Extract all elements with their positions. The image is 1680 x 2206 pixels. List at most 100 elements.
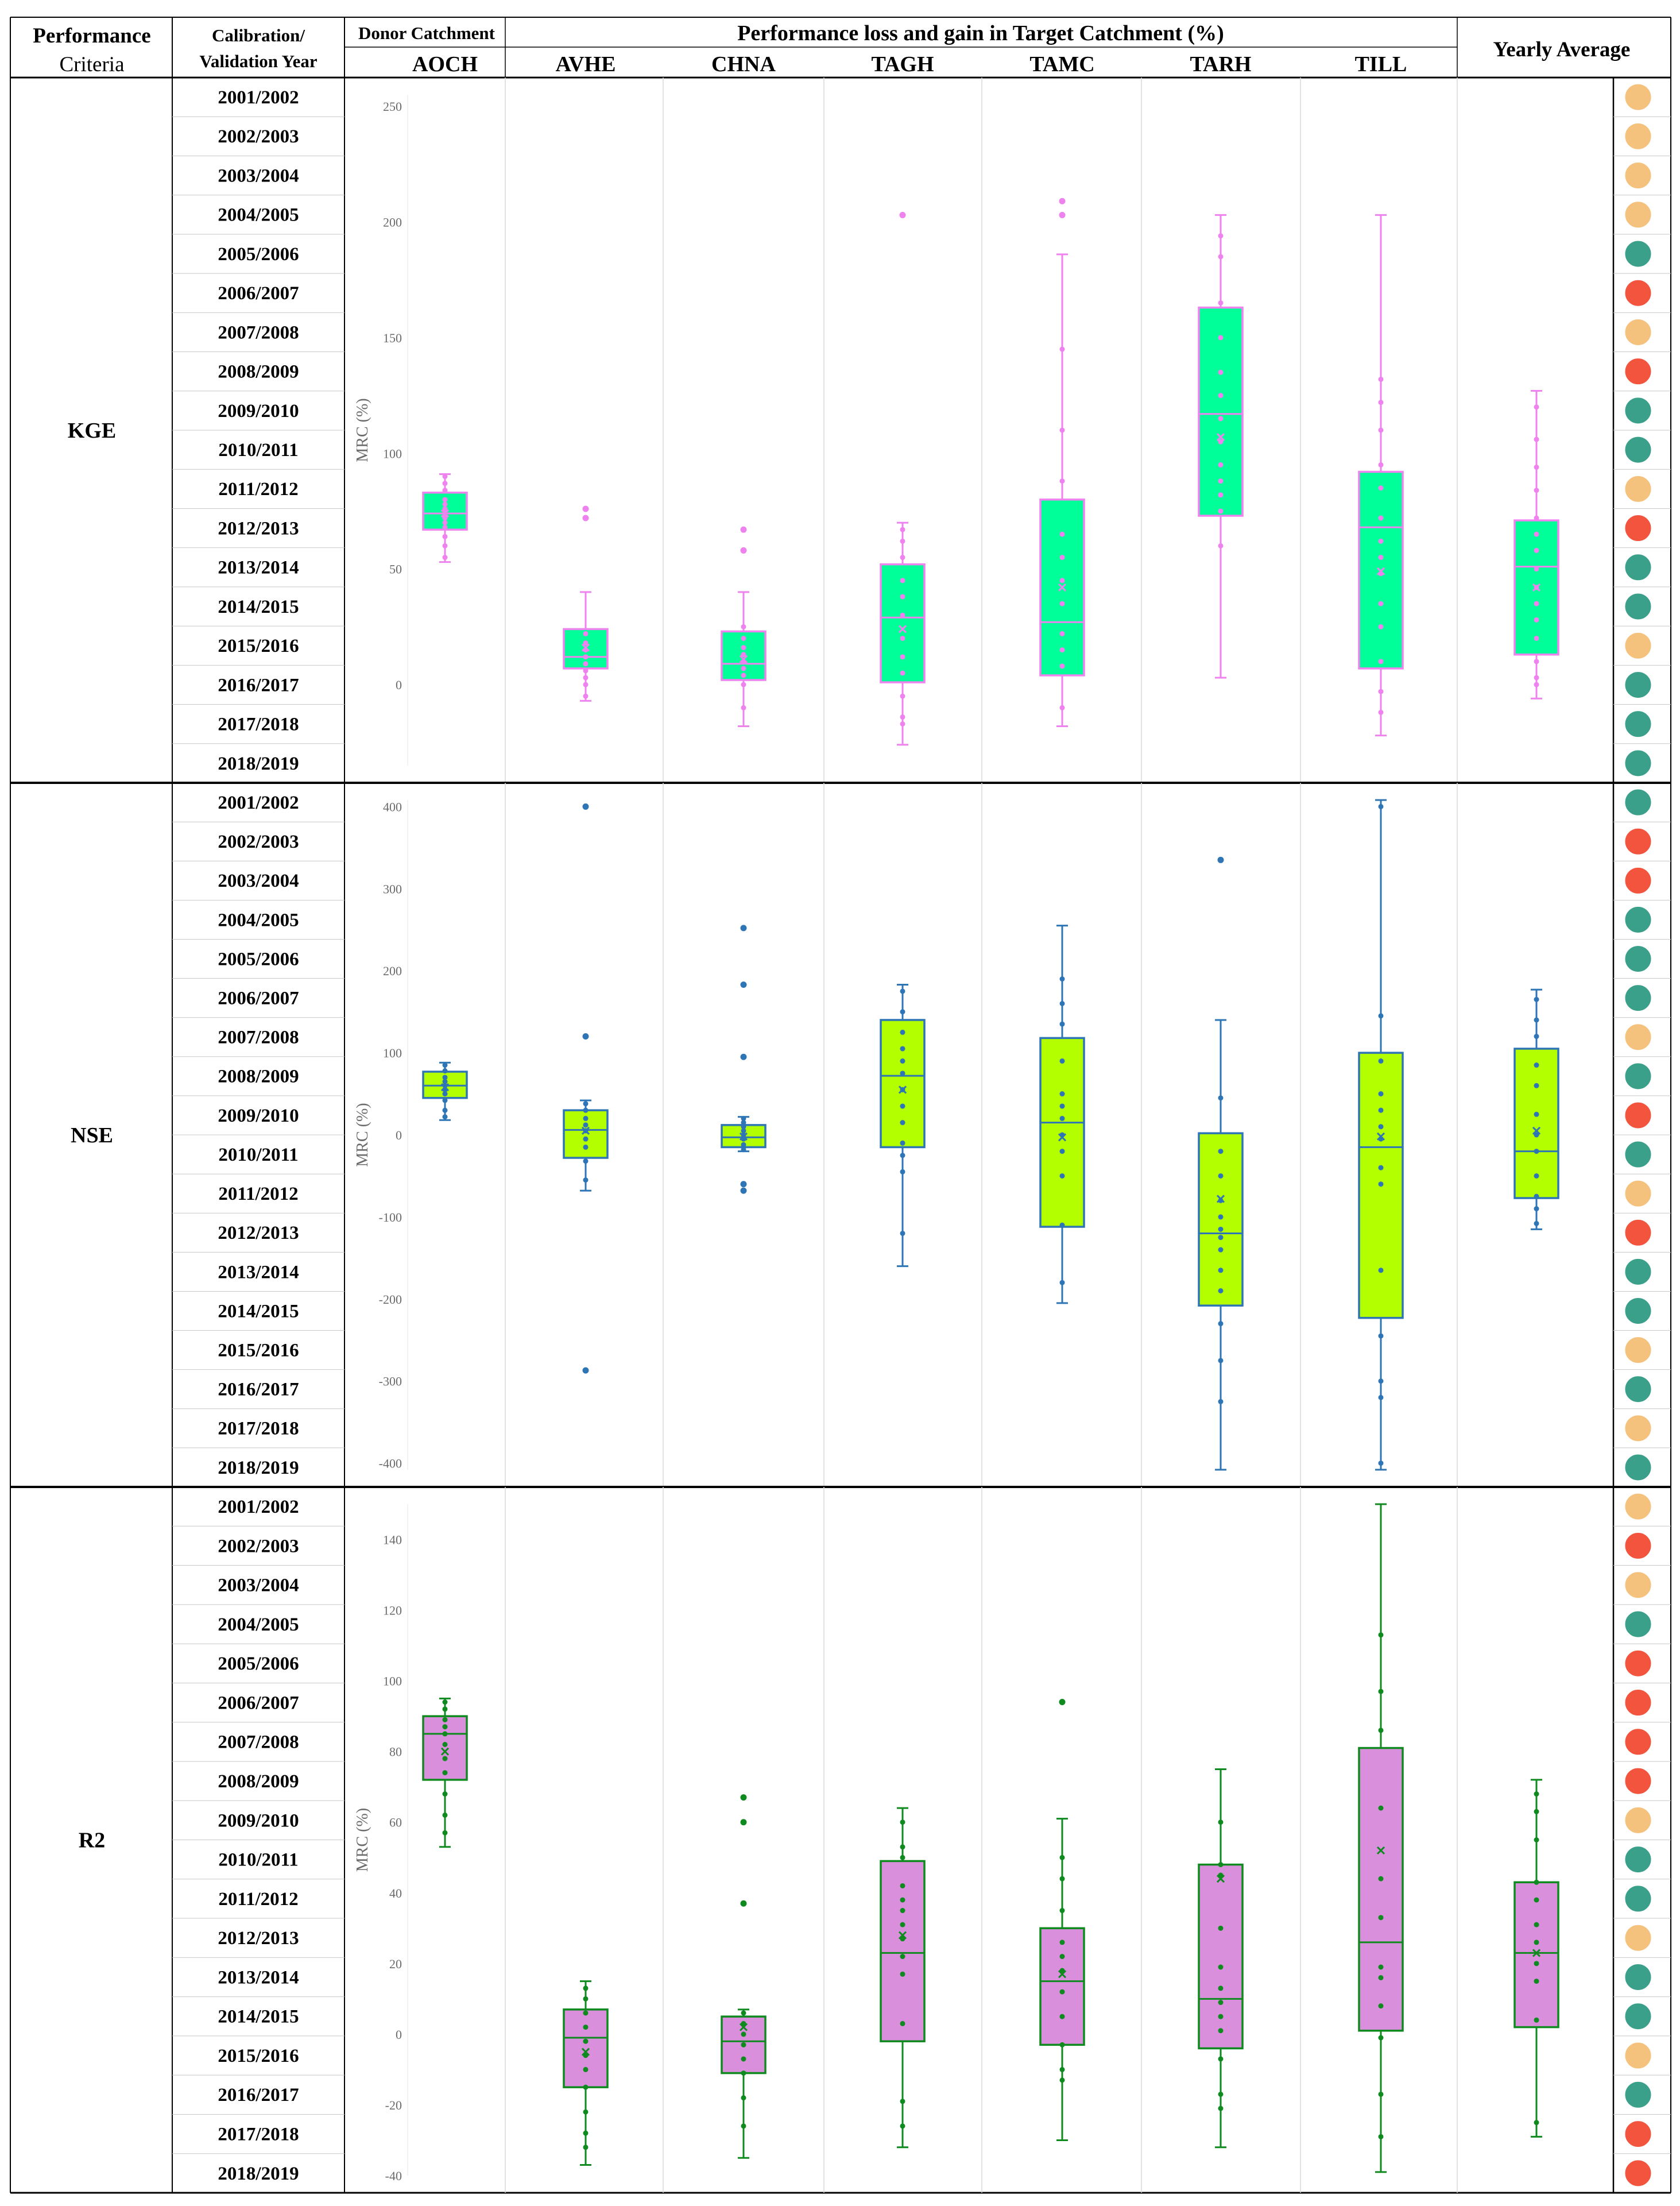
data-point [741, 2070, 746, 2076]
mean-marker [581, 2047, 590, 2056]
data-point [442, 497, 448, 503]
indicator-dot-peach [1624, 122, 1652, 150]
data-point [900, 1844, 905, 1850]
year-label: 2004/2005 [218, 910, 299, 930]
data-point [741, 2123, 746, 2129]
data-point [1378, 400, 1384, 405]
iqr-box [1513, 1048, 1559, 1199]
mean-marker [440, 509, 450, 518]
data-point [1059, 478, 1065, 484]
catchment-header-avhe: AVHE [556, 52, 616, 76]
data-point [741, 635, 746, 641]
data-point [1378, 2035, 1384, 2041]
data-point [1059, 1940, 1065, 1945]
data-point [1378, 538, 1384, 544]
data-point [1534, 1961, 1539, 1967]
data-point [741, 2095, 746, 2101]
data-point [900, 612, 905, 618]
data-point [442, 501, 448, 507]
data-point [900, 594, 905, 600]
y-tick-label: 150 [383, 331, 402, 345]
indicator-dot-peach [1624, 475, 1652, 503]
data-point [1218, 462, 1224, 468]
data-point [900, 1058, 905, 1064]
data-point [1378, 427, 1384, 433]
indicator-dot-peach [1624, 201, 1652, 229]
data-point [1534, 1922, 1539, 1927]
box-till [1358, 214, 1404, 737]
data-point [583, 2066, 589, 2072]
outlier-point [1059, 1699, 1066, 1706]
outlier-point [740, 1187, 747, 1194]
data-point [1534, 404, 1539, 410]
data-point [1378, 1394, 1384, 1400]
catchment-header-aoch: AOCH [412, 52, 478, 76]
year-label: 2012/2013 [218, 518, 299, 539]
data-point [1534, 1809, 1539, 1814]
data-point [1534, 996, 1539, 1002]
data-point [1218, 393, 1224, 399]
data-point [1534, 1149, 1539, 1154]
data-point [900, 538, 905, 544]
data-point [1218, 478, 1224, 484]
data-point [1218, 1964, 1224, 1970]
data-point [442, 1068, 448, 1074]
data-point [1218, 1226, 1224, 1232]
data-point [1534, 601, 1539, 606]
outlier-point [582, 1033, 589, 1040]
year-label: 2017/2018 [218, 1419, 299, 1439]
indicator-dot-teal [1624, 984, 1652, 1012]
criterion-label: R2 [79, 1829, 105, 1853]
data-point [741, 1120, 746, 1126]
indicator-dot-teal [1624, 1297, 1652, 1324]
data-point [1059, 2066, 1065, 2072]
data-point [1218, 2000, 1224, 2006]
iqr-box [880, 1019, 926, 1149]
data-point [1378, 601, 1384, 606]
data-point [583, 1122, 589, 1128]
outlier-point [740, 1053, 747, 1060]
data-point [1059, 1989, 1065, 1995]
data-point [900, 1169, 905, 1175]
data-point [1218, 1149, 1224, 1154]
y-tick-label: 60 [389, 1815, 402, 1830]
yearly-average-header: Yearly Average [1493, 38, 1631, 61]
data-point [900, 1009, 905, 1015]
data-point [1534, 1034, 1539, 1040]
data-point [1534, 488, 1539, 493]
data-point [442, 515, 448, 521]
mean-marker [739, 1132, 748, 1141]
year-label: 2006/2007 [218, 988, 299, 1009]
data-point [1059, 647, 1065, 653]
data-point [1378, 1268, 1384, 1273]
data-point [1534, 515, 1539, 521]
year-label: 2013/2014 [218, 558, 299, 578]
data-point [900, 670, 905, 676]
loss-gain-header: Performance loss and gain in Target Catc… [737, 21, 1224, 45]
data-point [442, 1756, 448, 1761]
indicator-dot-teal [1624, 1846, 1652, 1873]
data-point [741, 705, 746, 710]
data-point [741, 673, 746, 678]
year-label: 2017/2018 [218, 2124, 299, 2145]
y-tick-label: -200 [379, 1292, 402, 1307]
mean-marker [1058, 583, 1067, 592]
mean-marker [581, 643, 590, 652]
data-point [442, 1724, 448, 1730]
data-point [1378, 1013, 1384, 1019]
panel-kge: KGE 2001/2002 2002/2003 2003/2004 2004/2005 2… [68, 78, 1671, 783]
data-point [1059, 578, 1065, 584]
data-point [900, 1140, 905, 1146]
iqr-box [1358, 470, 1404, 670]
year-label: 2011/2012 [218, 1184, 298, 1204]
box-avhe [563, 1980, 609, 2166]
year-label: 2009/2010 [218, 401, 299, 422]
data-point [1534, 1063, 1539, 1068]
outlier-point [582, 515, 589, 521]
data-point [583, 661, 589, 667]
data-point [1059, 663, 1065, 669]
box-yearly-average [1513, 390, 1559, 700]
box-tamc [1039, 198, 1085, 728]
indicator-dot-peach [1624, 2042, 1652, 2069]
criteria-header-line2: Criteria [59, 53, 124, 76]
